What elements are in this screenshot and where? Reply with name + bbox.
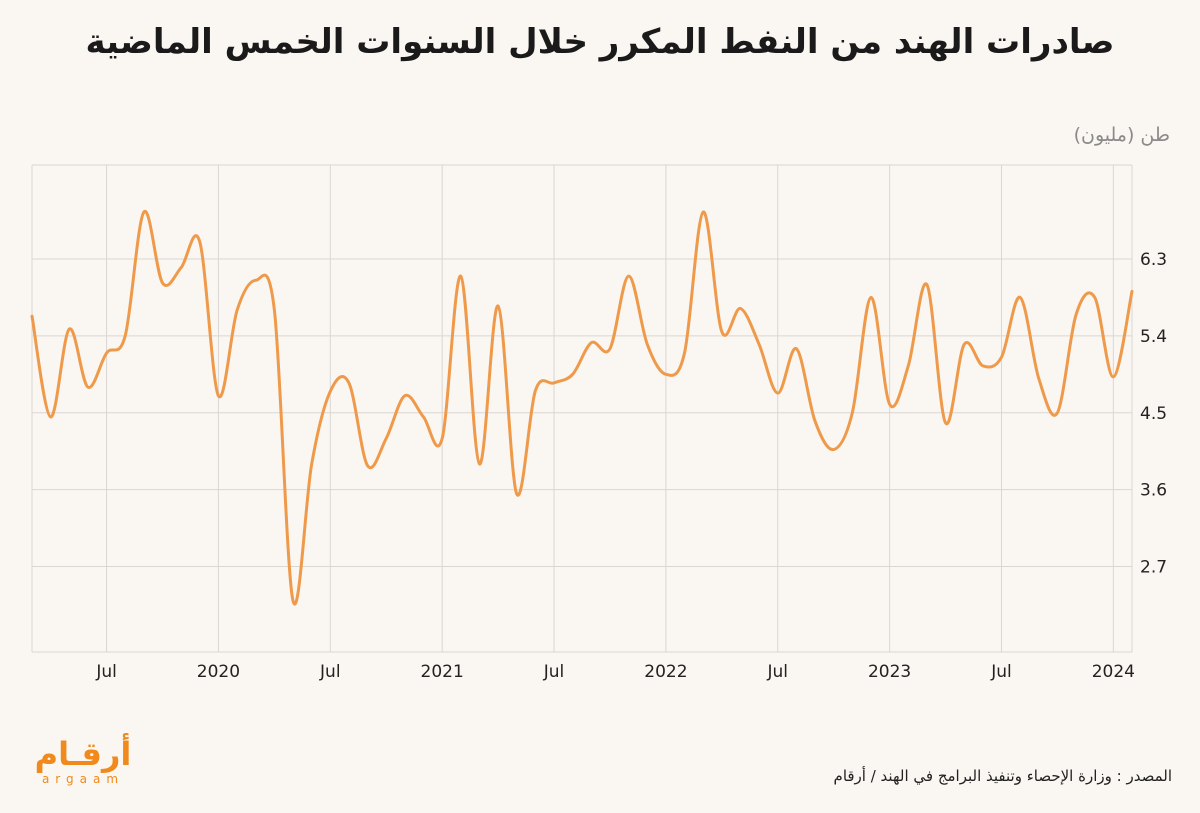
x-tick-label: 2022 [644,662,687,682]
x-tick-label: Jul [990,662,1012,682]
source-note: المصدر : وزارة الإحصاء وتنفيذ البرامج في… [833,767,1172,785]
x-tick-label: Jul [319,662,341,682]
x-tick-label: Jul [95,662,117,682]
series-line-0 [30,210,1134,606]
grid-layer [31,164,1133,653]
series-line-layer [30,210,1134,606]
tick-label-layer: 2.7 3.6 4.5 5.4 6.3 Jul 2020 Jul 2021 Jul 2022 Jul 2… [95,250,1167,682]
x-tick-label: Jul [543,662,565,682]
y-tick-label: 2.7 [1140,558,1167,578]
y-tick-label: 5.4 [1140,327,1167,347]
chart-title: صادرات الهند من النفط المكرر خلال السنوا… [85,22,1115,62]
x-tick-label: Jul [767,662,789,682]
logo-latin-text: argaam [42,772,124,786]
x-tick-label: 2020 [197,662,240,682]
y-tick-label: 4.5 [1140,404,1167,424]
logo-arabic-text: أرقـام [35,733,132,773]
x-tick-label: 2023 [868,662,911,682]
y-axis-unit-label: طن (مليون) [1073,124,1170,146]
x-tick-label: 2021 [421,662,464,682]
argaam-logo: أرقـام argaam [35,733,132,786]
y-tick-label: 3.6 [1140,481,1167,501]
x-tick-label: 2024 [1092,662,1135,682]
y-tick-label: 6.3 [1140,250,1167,270]
